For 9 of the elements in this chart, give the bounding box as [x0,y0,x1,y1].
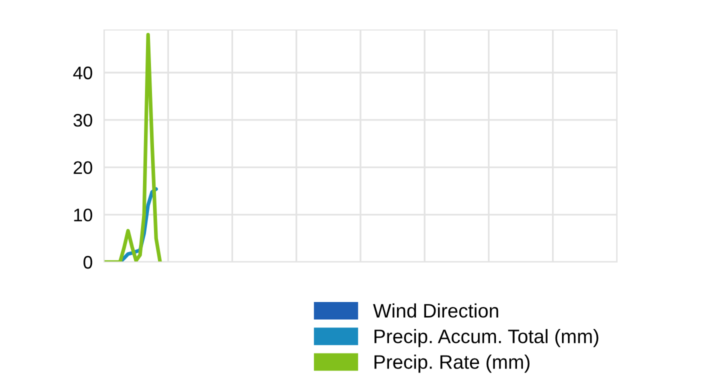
y-tick-label: 0 [84,256,92,269]
y-tick-label: 30 [73,114,92,127]
legend-label: Precip. Accum. Total (mm) [374,329,598,348]
y-tick-label: 10 [74,208,92,222]
y-tick-label: 20 [74,161,92,174]
line-series [104,32,162,262]
y-tick-label: 40 [73,66,92,80]
legend-label: Precip. Rate (mm) [374,354,530,373]
legend-label: Wind Direction [373,303,498,318]
